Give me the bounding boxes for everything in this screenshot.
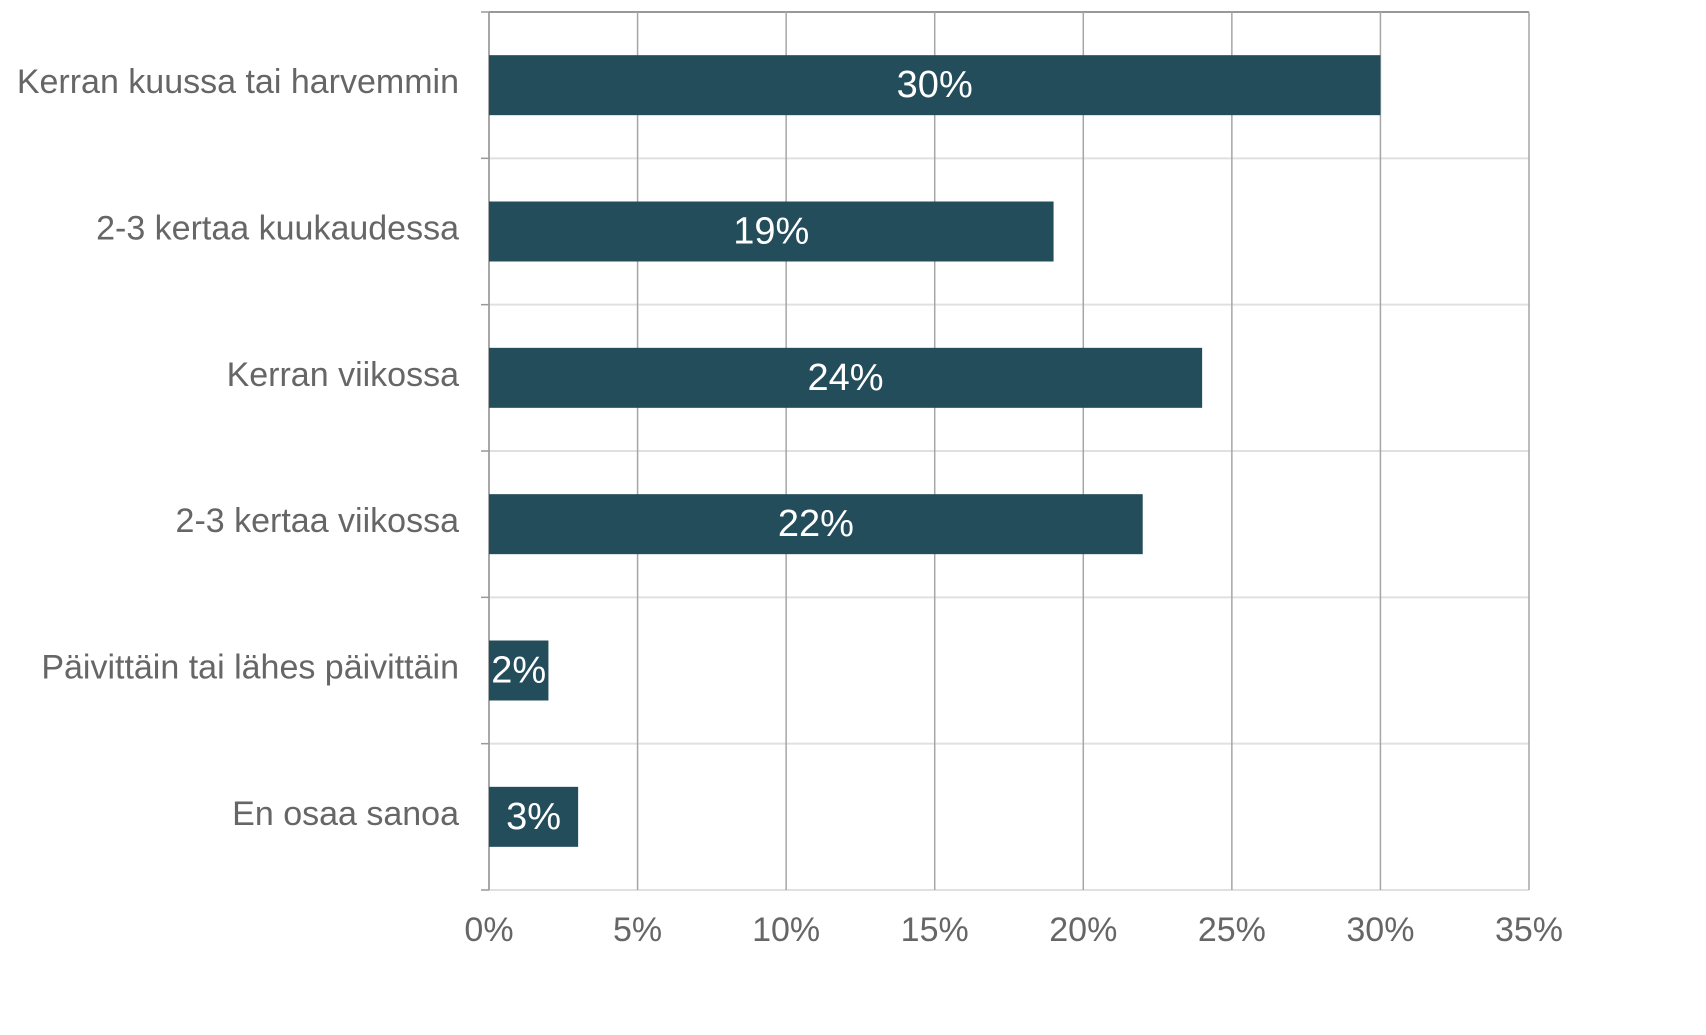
bar: [489, 55, 1381, 116]
value-label: 3%: [506, 796, 561, 838]
value-label: 19%: [733, 211, 809, 253]
y-tick-label: En osaa sanoa: [232, 795, 459, 833]
value-label: 24%: [808, 357, 884, 399]
bar: [489, 494, 1143, 555]
x-tick-label: 30%: [1346, 911, 1414, 949]
x-tick-label: 15%: [901, 911, 969, 949]
x-tick-label: 5%: [613, 911, 662, 949]
x-tick-label: 25%: [1198, 911, 1266, 949]
x-tick-label: 0%: [464, 911, 513, 949]
bar: [489, 201, 1054, 262]
value-label: 22%: [778, 503, 854, 545]
x-tick-label: 20%: [1049, 911, 1117, 949]
bar: [489, 347, 1203, 408]
y-tick-label: 2-3 kertaa kuukaudessa: [96, 209, 459, 247]
y-tick-label: 2-3 kertaa viikossa: [176, 502, 460, 540]
y-tick-label: Kerran viikossa: [227, 356, 460, 394]
value-label: 2%: [491, 650, 546, 692]
bar: [489, 786, 579, 847]
value-label: 30%: [897, 64, 973, 106]
bar: [489, 640, 549, 701]
x-tick-label: 10%: [752, 911, 820, 949]
x-tick-label: 35%: [1495, 911, 1563, 949]
y-tick-label: Kerran kuussa tai harvemmin: [17, 63, 459, 101]
y-tick-label: Päivittäin tai lähes päivittäin: [41, 648, 459, 686]
